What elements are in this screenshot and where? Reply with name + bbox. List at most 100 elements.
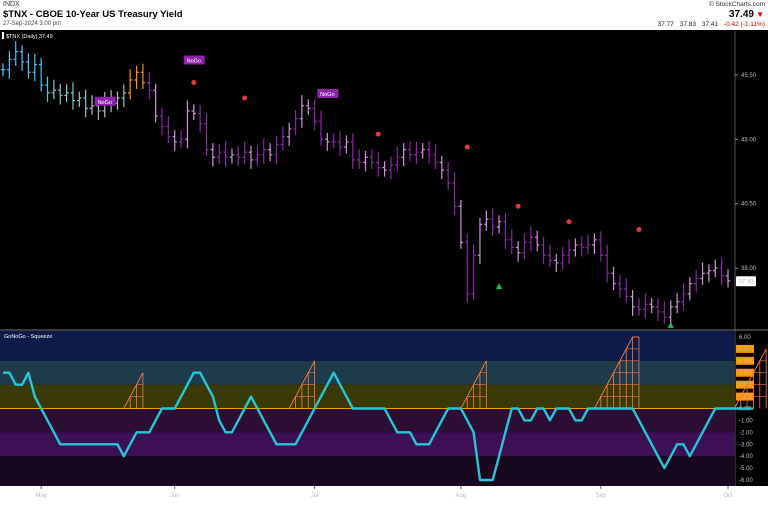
price-bar (471, 244, 476, 301)
price-bar (344, 135, 349, 154)
price-bar (566, 239, 572, 265)
price-bar (414, 141, 419, 164)
indicator-panel-label: GoNoGo - Squeeze (4, 334, 52, 340)
price-bar (401, 143, 406, 167)
squeeze-edge (307, 360, 316, 373)
price-bar (229, 148, 235, 164)
chart-title: $TNX - CBOE 10-Year US Treasury Yield (3, 9, 183, 20)
price-bar (376, 151, 381, 177)
squeeze-edge (740, 384, 748, 397)
nogo-label: NoGo (320, 92, 334, 98)
price-bar (439, 156, 445, 180)
price-bar (38, 58, 44, 92)
squeeze-edge (301, 372, 309, 385)
price-bar (7, 50, 12, 79)
squeeze-edge (460, 396, 468, 409)
price-bar (299, 95, 305, 128)
price-bar (261, 139, 266, 164)
squeeze-edge (594, 396, 602, 409)
price-bar (153, 83, 158, 123)
price-bar (604, 244, 610, 283)
price-panel-label: $TNX (Daily) 37.49 (6, 34, 53, 40)
osc-tick-highlight (736, 368, 754, 377)
price-bar (509, 229, 514, 254)
price-bar (668, 300, 673, 327)
price-bar (337, 131, 343, 157)
oscillator-band (0, 331, 735, 361)
oscillator-band (0, 456, 735, 486)
nogo-label: NoGo (187, 59, 201, 65)
nogo-label-box (94, 96, 116, 106)
oscillator-band (0, 360, 735, 385)
price-bar (382, 161, 387, 177)
price-bar (503, 213, 508, 249)
price-bar (592, 233, 597, 254)
price-bar (293, 110, 298, 136)
last-value-flag (736, 276, 756, 287)
price-bar (547, 244, 553, 267)
nogo-label-box (317, 89, 339, 99)
osc-tick-label: 5.00 (739, 347, 751, 353)
price-bar (662, 301, 667, 324)
last-value-label: 37.49 (738, 279, 754, 285)
price-bar (159, 107, 165, 136)
price-bar (32, 53, 37, 82)
price-tick-label: 40.50 (741, 202, 757, 208)
price-bar (191, 104, 196, 120)
price-bar (70, 82, 76, 110)
price-bar (636, 298, 642, 316)
squeeze-edge (136, 372, 144, 385)
site-credit: © StockCharts.com (708, 1, 765, 8)
price-bar (13, 41, 18, 66)
squeeze-edge (123, 396, 131, 409)
price-bar (223, 141, 228, 167)
open-value: 37.77 (657, 21, 674, 28)
squeeze-edge (625, 336, 634, 350)
price-tick-label: 43.00 (741, 137, 757, 143)
osc-tick-label: -1.00 (739, 418, 753, 424)
squeeze-edge (600, 384, 608, 397)
price-bar (318, 110, 324, 146)
nogo-label: NoGo (98, 100, 112, 106)
red-dot-marker (636, 226, 642, 232)
price-bar (719, 257, 724, 285)
price-bar (166, 115, 171, 144)
price-bar (248, 145, 254, 169)
price-bar (611, 266, 616, 291)
price-bar (445, 161, 451, 190)
price-bar (325, 132, 330, 151)
price-bar (210, 143, 216, 167)
price-bar (706, 264, 712, 283)
price-bar (725, 269, 731, 288)
price-bar (77, 91, 82, 108)
price-bar (643, 293, 648, 319)
price-bar (0, 63, 6, 77)
osc-tick-highlight (736, 380, 754, 389)
price-bar (573, 238, 578, 257)
price-bar (687, 277, 693, 301)
red-dot-marker (242, 95, 248, 101)
price-bar (713, 259, 718, 278)
chart-header: INDX $TNX - CBOE 10-Year US Treasury Yie… (0, 0, 768, 30)
osc-tick-label: -2.00 (739, 430, 753, 436)
price-bar (541, 236, 546, 265)
squeeze-edge (288, 396, 296, 409)
x-tick-label: Jun (170, 493, 180, 499)
price-bar (522, 233, 527, 260)
change-value: -0.42 (-1.11%) (723, 21, 765, 28)
x-tick-label: May (35, 493, 46, 499)
price-bar (700, 262, 705, 285)
chart-date: 27-Sep-2024 3:00 pm (3, 21, 62, 27)
red-dot-marker (191, 80, 197, 86)
price-bar (458, 199, 464, 249)
nogo-label-box (183, 55, 205, 65)
squeeze-edge (613, 360, 621, 373)
x-tick-label: Jul (311, 493, 319, 499)
price-bar (204, 113, 209, 157)
x-tick-label: Aug (456, 493, 467, 499)
price-bar (312, 99, 317, 131)
price-bar (274, 135, 279, 164)
price-bar (331, 133, 336, 149)
price-bar (420, 143, 425, 159)
